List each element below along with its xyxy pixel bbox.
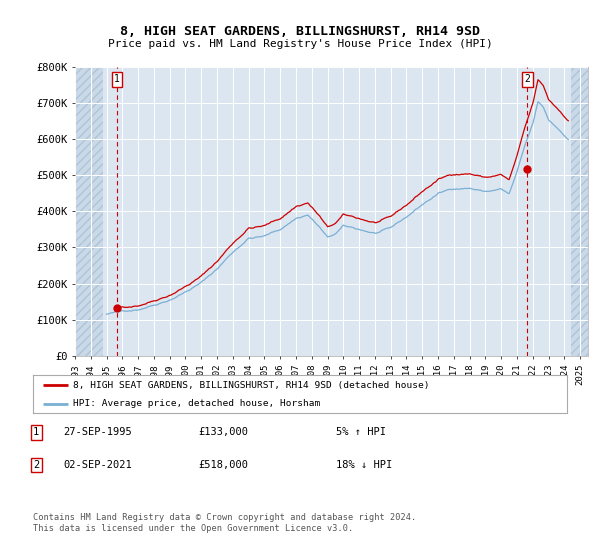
Text: HPI: Average price, detached house, Horsham: HPI: Average price, detached house, Hors…	[73, 399, 320, 408]
Text: 27-SEP-1995: 27-SEP-1995	[63, 427, 132, 437]
Bar	[75, 67, 103, 356]
Text: Contains HM Land Registry data © Crown copyright and database right 2024.: Contains HM Land Registry data © Crown c…	[33, 513, 416, 522]
Text: This data is licensed under the Open Government Licence v3.0.: This data is licensed under the Open Gov…	[33, 524, 353, 533]
Text: 02-SEP-2021: 02-SEP-2021	[63, 460, 132, 470]
Text: 8, HIGH SEAT GARDENS, BILLINGSHURST, RH14 9SD: 8, HIGH SEAT GARDENS, BILLINGSHURST, RH1…	[120, 25, 480, 38]
Text: 8, HIGH SEAT GARDENS, BILLINGSHURST, RH14 9SD (detached house): 8, HIGH SEAT GARDENS, BILLINGSHURST, RH1…	[73, 381, 430, 390]
Text: 2: 2	[33, 460, 39, 470]
Text: £133,000: £133,000	[198, 427, 248, 437]
Text: 5% ↑ HPI: 5% ↑ HPI	[336, 427, 386, 437]
Text: £518,000: £518,000	[198, 460, 248, 470]
Text: 2: 2	[524, 74, 530, 85]
Text: 18% ↓ HPI: 18% ↓ HPI	[336, 460, 392, 470]
Bar	[571, 67, 588, 356]
Text: Price paid vs. HM Land Registry's House Price Index (HPI): Price paid vs. HM Land Registry's House …	[107, 39, 493, 49]
Text: 1: 1	[33, 427, 39, 437]
Text: 1: 1	[114, 74, 120, 85]
